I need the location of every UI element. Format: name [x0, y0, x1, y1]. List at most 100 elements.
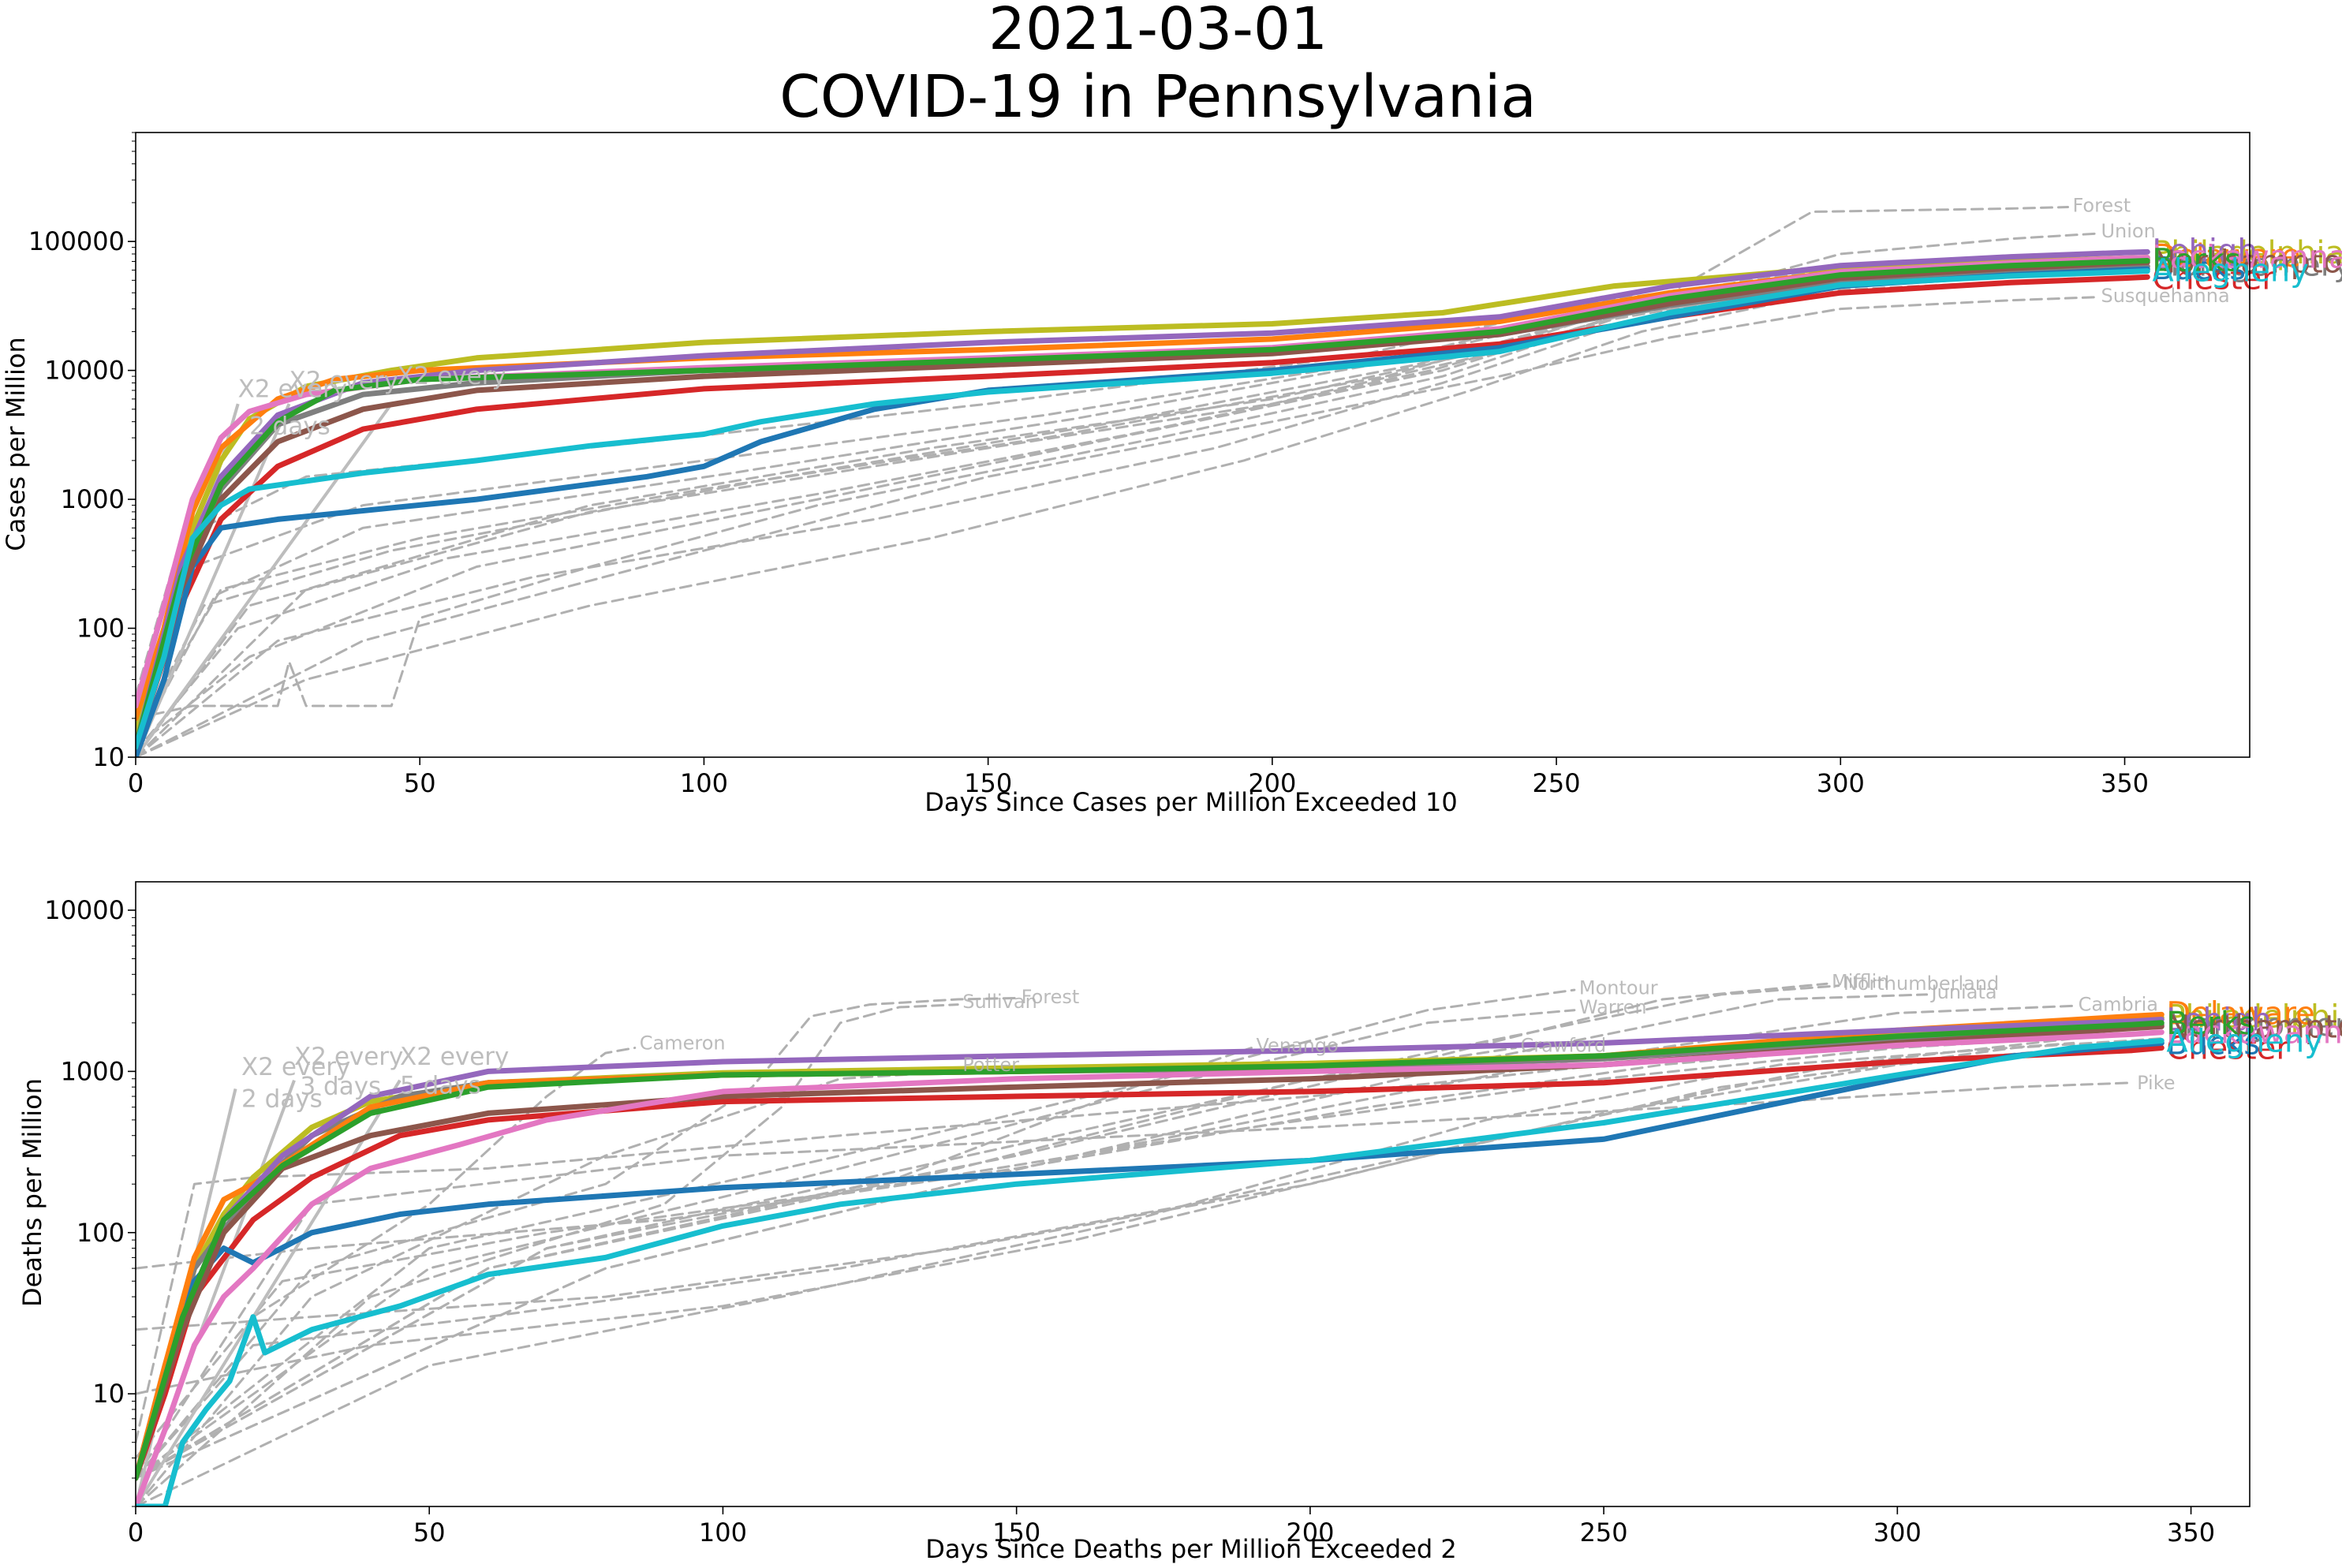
- cases-x-tick-label: 150: [964, 768, 1012, 798]
- deaths-series-label-lackawanna: Lackawanna: [2166, 1015, 2342, 1051]
- cases-x-tick-label: 50: [404, 768, 436, 798]
- deaths-panel: PhiladelphiaMontgomeryChesterBucksDelawa…: [17, 881, 2342, 1564]
- cases-x-tick-label: 350: [2101, 768, 2149, 798]
- deaths-series-line-berks: [136, 1020, 2165, 1481]
- cases-y-axis-label: Cases per Million: [1, 337, 31, 551]
- deaths-series-label-montgomery: Montgomery: [2166, 1007, 2342, 1043]
- cases-plot-area: PhiladelphiaMontgomeryChesterBucksDelawa…: [136, 195, 2342, 757]
- deaths-series-line-cameron: [136, 1047, 637, 1506]
- deaths-series-line-county-19: [136, 1041, 2075, 1506]
- deaths-series-label-lehigh: Lehigh: [2166, 1002, 2271, 1039]
- deaths-series-label-juniata: Juniata: [1930, 981, 1997, 1003]
- deaths-series-label-montour: Montour: [1579, 976, 1658, 999]
- deaths-series-label-northampton: Northampton: [2166, 1009, 2342, 1045]
- cases-series-line-union: [136, 232, 2097, 757]
- cases-series-line-lehigh: [136, 248, 2150, 750]
- deaths-x-tick-label: 200: [1286, 1518, 1334, 1547]
- cases-doubling-guide-1: [136, 403, 291, 757]
- cases-doubling-guide-label-1: X2 every: [289, 367, 398, 395]
- deaths-series-line-delaware: [136, 1011, 2165, 1481]
- deaths-series-label-bucks: Bucks: [2166, 1025, 2260, 1062]
- cases-series-label-lehigh: Lehigh: [2152, 233, 2257, 270]
- deaths-x-tick-label: 0: [128, 1518, 144, 1547]
- deaths-series-label-northumberland: Northumberland: [1843, 973, 1999, 995]
- deaths-series-line-county-15: [136, 1041, 2134, 1331]
- deaths-doubling-guide-label-0: X2 every: [241, 1053, 350, 1081]
- deaths-series-line-allegheny: [136, 1038, 2165, 1506]
- cases-series-line-berks: [136, 258, 2150, 750]
- deaths-series-label-delaware: Delaware: [2166, 995, 2314, 1032]
- cases-series-line-allegheny: [136, 268, 2150, 750]
- cases-x-tick-label: 100: [680, 768, 728, 798]
- figure-date: 2021-03-01: [988, 0, 1328, 63]
- cases-series-line-county-10: [136, 256, 2081, 697]
- deaths-doubling-guide-2: [136, 1079, 402, 1506]
- cases-x-axis-label: Days Since Cases per Million Exceeded 10: [924, 787, 1457, 817]
- deaths-series-line-lackawanna: [136, 1029, 2165, 1506]
- cases-series-label-bucks: Bucks: [2152, 251, 2246, 287]
- deaths-series-line-warren: [136, 1009, 1576, 1480]
- cases-series-label-allegheny: Allegheny: [2152, 252, 2309, 289]
- deaths-series-line-sullivan: [136, 1003, 959, 1506]
- deaths-series-label-philadelphia: Philadelphia: [2166, 999, 2342, 1035]
- deaths-series-label-allegheny: Allegheny: [2166, 1023, 2323, 1059]
- deaths-plot-area: PhiladelphiaMontgomeryChesterBucksDelawa…: [136, 971, 2342, 1506]
- cases-x-tick-label: 250: [1533, 768, 1581, 798]
- cases-series-label-forest: Forest: [2072, 195, 2131, 217]
- cases-x-tick-label: 200: [1248, 768, 1296, 798]
- cases-series-line-northampton: [136, 259, 2150, 750]
- deaths-doubling-guide-label-2: X2 every: [294, 1043, 403, 1071]
- cases-axes-frame: [135, 132, 2250, 758]
- cases-series-line-county-5: [136, 263, 2069, 736]
- deaths-x-tick-label: 250: [1580, 1518, 1628, 1547]
- deaths-series-line-juniata: [136, 993, 1929, 1480]
- cases-doubling-guide-2: [136, 402, 393, 757]
- cases-series-line-chester: [136, 274, 2150, 750]
- deaths-series-line-cambria: [136, 1004, 2075, 1480]
- cases-y-tick-label: 100000: [28, 226, 125, 256]
- deaths-doubling-guide-label-1: 2 days: [241, 1085, 323, 1114]
- deaths-y-axis-label: Deaths per Million: [17, 1078, 47, 1307]
- cases-series-label-delaware: Delaware: [2152, 238, 2300, 274]
- deaths-y-tick-label: 100: [77, 1218, 125, 1248]
- deaths-series-line-county-18: [136, 1032, 2134, 1459]
- deaths-series-label-mifflin: Mifflin: [1832, 971, 1888, 993]
- deaths-y-tick-label: 1000: [61, 1056, 125, 1086]
- cases-y-tick-label: 10: [92, 742, 125, 772]
- deaths-series-group: [136, 982, 2165, 1506]
- deaths-x-tick-label: 300: [1873, 1518, 1922, 1547]
- cases-y-tick-label: 10000: [44, 356, 125, 386]
- cases-doubling-guide-label-2: X2 every: [397, 362, 506, 390]
- deaths-x-tick-label: 50: [413, 1518, 446, 1547]
- deaths-doubling-guide-label-5: 5 days: [400, 1071, 481, 1099]
- deaths-doubling-guide-label-3: 3 days: [300, 1073, 381, 1101]
- cases-x-tick-label: 300: [1817, 768, 1865, 798]
- cases-series-group: [136, 206, 2150, 757]
- cases-doubling-guide-label-3: 2 days: [249, 412, 331, 440]
- deaths-x-tick-label: 350: [2167, 1518, 2215, 1547]
- figure-title: COVID-19 in Pennsylvania: [779, 63, 1537, 131]
- deaths-series-label-pike: Pike: [2137, 1072, 2175, 1094]
- deaths-series-label-sullivan: Sullivan: [962, 991, 1037, 1013]
- deaths-y-tick-label: 10000: [44, 895, 125, 925]
- cases-series-label-susquehanna: Susquehanna: [2101, 285, 2229, 307]
- deaths-series-label-warren: Warren: [1579, 996, 1647, 1018]
- deaths-series-line-montour: [136, 988, 1576, 1480]
- cases-axes: 0 50 100 150 200 250 300 350 10 100 1000 10000 10000…: [28, 132, 2250, 798]
- cases-series-label-berks: Berks: [2152, 242, 2241, 278]
- cases-series-line-county-8: [136, 260, 2081, 740]
- deaths-series-line-bucks: [136, 1040, 2165, 1481]
- deaths-x-tick-label: 150: [992, 1518, 1040, 1547]
- deaths-series-label-chester: Chester: [2166, 1031, 2289, 1067]
- cases-doubling-guide-label-0: X2 every: [238, 375, 347, 404]
- deaths-axes-frame: [135, 881, 2250, 1507]
- deaths-series-line-pike: [136, 1081, 2134, 1480]
- deaths-series-label-berks: Berks: [2166, 1006, 2255, 1042]
- deaths-x-tick-label: 100: [699, 1518, 747, 1547]
- deaths-y-tick-label: 10: [92, 1379, 125, 1409]
- deaths-series-line-northumberland: [136, 984, 1840, 1480]
- cases-series-line-forest: [136, 206, 2069, 757]
- cases-series-label-union: Union: [2101, 220, 2155, 242]
- deaths-series-label-crawford: Crawford: [1520, 1034, 1606, 1056]
